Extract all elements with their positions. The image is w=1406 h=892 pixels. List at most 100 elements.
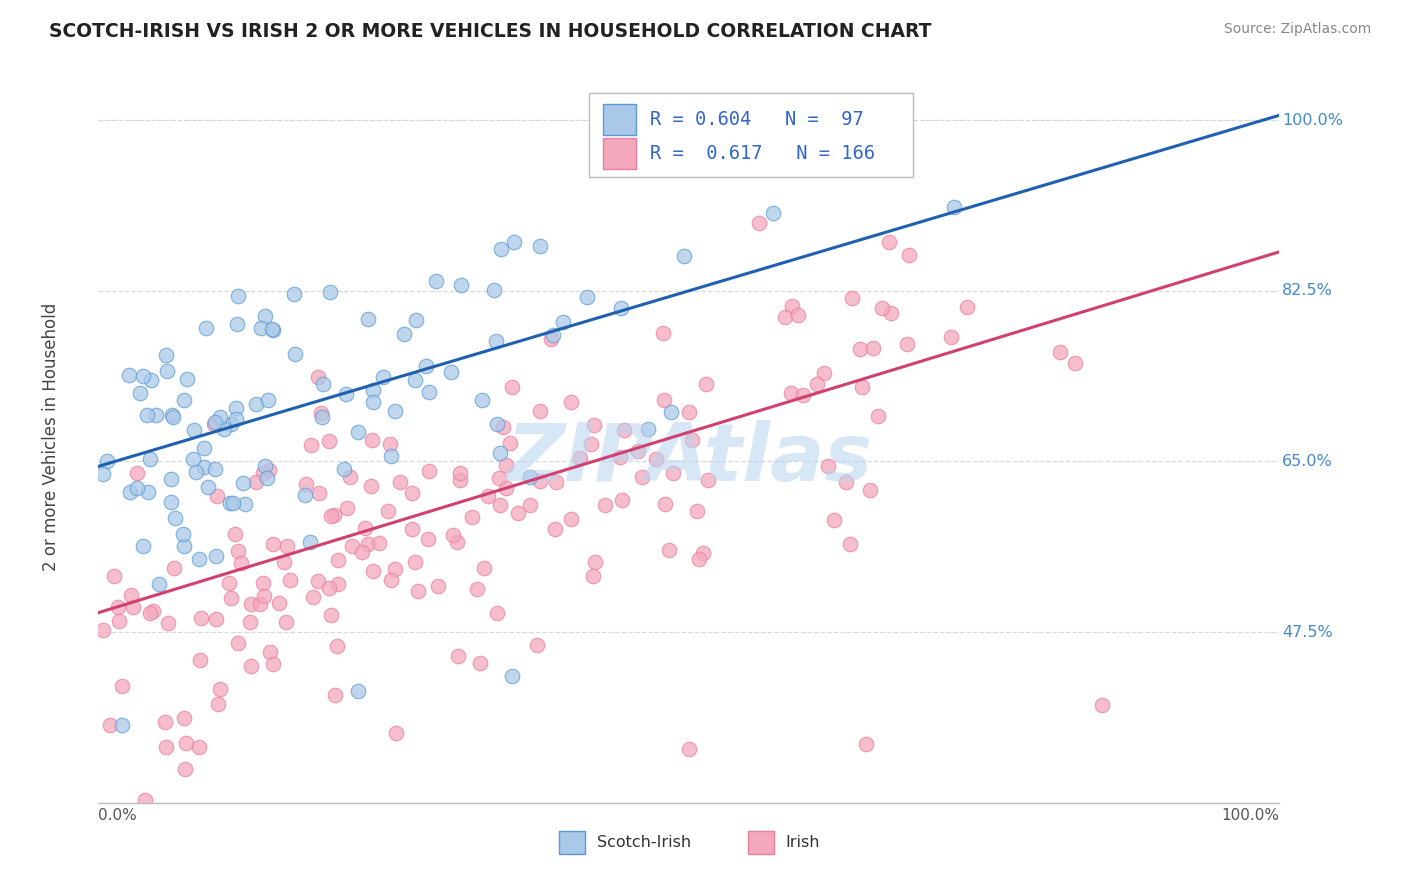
Point	[107, 599, 129, 614]
Text: ZIPAtlas: ZIPAtlas	[506, 420, 872, 498]
Point	[204, 415, 226, 429]
Point	[122, 599, 145, 614]
Point	[226, 289, 249, 303]
Point	[406, 583, 429, 598]
Point	[160, 408, 183, 422]
Point	[449, 467, 471, 481]
Point	[486, 606, 509, 620]
Text: 100.0%: 100.0%	[1282, 112, 1343, 128]
Point	[259, 463, 281, 477]
Point	[813, 366, 835, 380]
Point	[1091, 698, 1114, 713]
Point	[956, 300, 979, 314]
Point	[851, 380, 873, 394]
Point	[839, 537, 862, 551]
Point	[488, 446, 510, 460]
Point	[165, 511, 187, 525]
Point	[219, 591, 242, 606]
Point	[273, 555, 295, 569]
Point	[252, 576, 274, 591]
Point	[155, 349, 177, 363]
Point	[748, 216, 770, 230]
Point	[91, 467, 114, 482]
Point	[226, 636, 249, 650]
Point	[308, 486, 330, 500]
Point	[389, 475, 412, 489]
Point	[575, 290, 598, 304]
Point	[111, 718, 134, 732]
Point	[361, 565, 384, 579]
Point	[205, 489, 228, 503]
Point	[942, 200, 965, 214]
Point	[1049, 344, 1071, 359]
Point	[449, 473, 471, 487]
Point	[256, 392, 278, 407]
Point	[239, 615, 262, 629]
Point	[176, 372, 198, 386]
Point	[482, 283, 505, 297]
Point	[335, 387, 357, 401]
Point	[245, 475, 267, 490]
Point	[207, 697, 229, 711]
Point	[91, 623, 114, 637]
Point	[441, 528, 464, 542]
Point	[120, 588, 142, 602]
Point	[377, 504, 399, 518]
Point	[269, 596, 291, 610]
Point	[689, 552, 711, 566]
Point	[309, 406, 332, 420]
Point	[221, 496, 243, 510]
Point	[501, 380, 523, 394]
Point	[262, 323, 284, 337]
Point	[834, 475, 856, 489]
Point	[186, 465, 208, 479]
Point	[103, 569, 125, 583]
Point	[262, 657, 284, 671]
Point	[568, 451, 591, 466]
Point	[380, 573, 402, 587]
Point	[346, 425, 368, 439]
Point	[139, 452, 162, 467]
Point	[880, 306, 903, 320]
Point	[159, 472, 181, 486]
Point	[155, 714, 177, 729]
Point	[501, 669, 523, 683]
Text: R =  0.617   N = 166: R = 0.617 N = 166	[650, 144, 875, 162]
Point	[283, 287, 305, 301]
Point	[368, 536, 391, 550]
Point	[939, 330, 962, 344]
Point	[194, 320, 217, 334]
Point	[477, 490, 499, 504]
Point	[174, 735, 197, 749]
Point	[326, 577, 349, 591]
Point	[824, 514, 846, 528]
Point	[465, 582, 488, 597]
Point	[326, 639, 349, 653]
Point	[380, 436, 402, 450]
Point	[299, 438, 322, 452]
Point	[492, 420, 515, 434]
Point	[204, 462, 226, 476]
Point	[870, 301, 893, 316]
Point	[163, 560, 186, 574]
Point	[609, 450, 631, 465]
Text: 47.5%: 47.5%	[1282, 624, 1333, 640]
Point	[232, 476, 254, 491]
Point	[111, 679, 134, 693]
Point	[508, 506, 530, 520]
Point	[485, 417, 508, 431]
Point	[193, 459, 215, 474]
Point	[488, 471, 510, 485]
Text: 82.5%: 82.5%	[1282, 284, 1333, 298]
Point	[404, 555, 426, 569]
Point	[582, 569, 605, 583]
Point	[321, 509, 343, 524]
Point	[672, 249, 695, 263]
Point	[678, 405, 700, 419]
Point	[652, 326, 675, 341]
Point	[224, 526, 246, 541]
Point	[318, 434, 340, 448]
Point	[209, 409, 232, 424]
Point	[120, 484, 142, 499]
Point	[326, 553, 349, 567]
